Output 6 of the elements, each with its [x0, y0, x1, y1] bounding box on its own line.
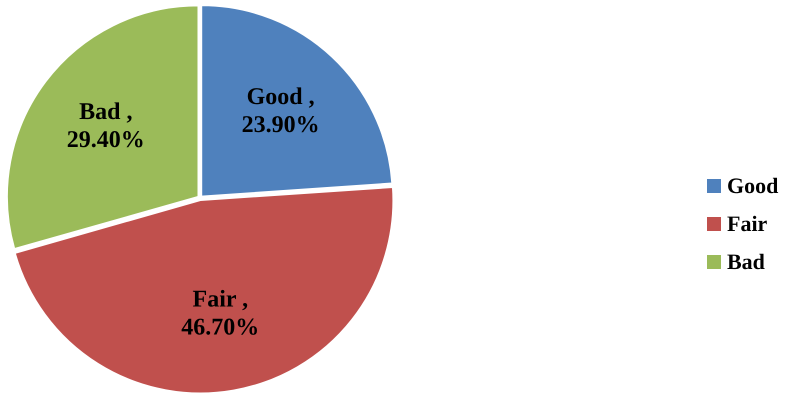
legend-label: Good [727, 173, 778, 199]
data-label: Good , 23.90% [242, 84, 320, 138]
data-label: Fair , 46.70% [181, 286, 260, 341]
legend-label: Bad [727, 249, 765, 275]
data-label: Bad , 29.40% [66, 98, 145, 153]
legend-label: Fair [727, 211, 768, 237]
